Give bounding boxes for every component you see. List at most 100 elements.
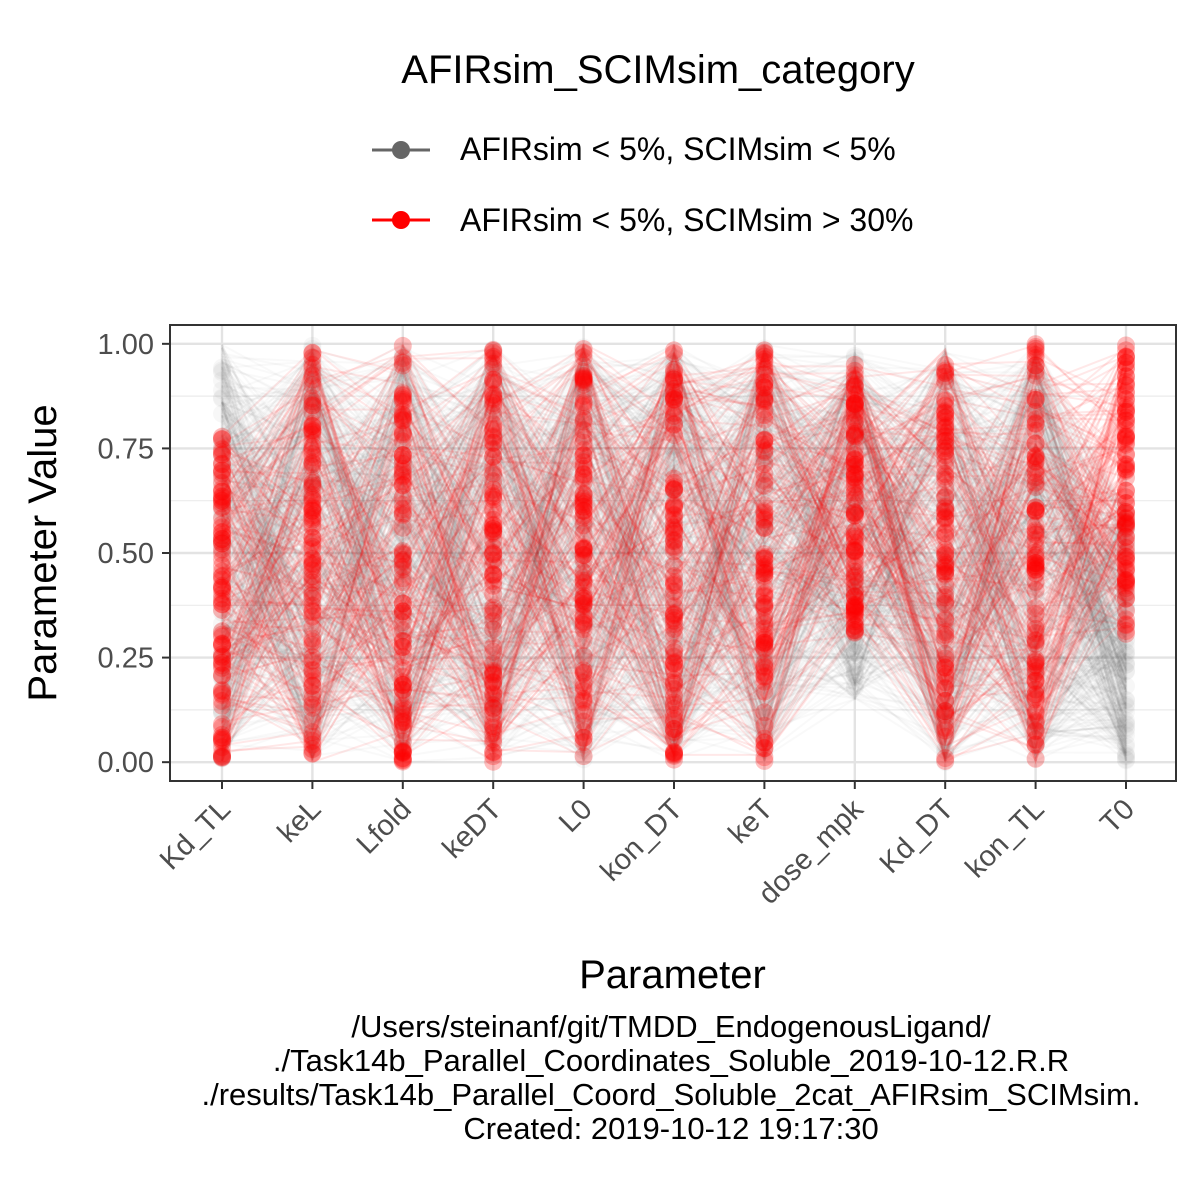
series-point [213,538,231,557]
series-point [1026,544,1045,563]
series-point [1026,644,1045,663]
series-point [303,586,322,605]
series-point [303,550,322,569]
series-point [665,406,683,425]
series-line [221,364,1127,764]
series-point [484,693,503,712]
series-point [213,645,231,664]
series-line [221,385,1127,733]
series-point [213,746,231,765]
series-point [303,629,322,648]
series-point [665,354,683,373]
series-point [845,597,864,616]
series-line [221,342,1127,733]
series-point [574,747,593,766]
series-point [845,596,864,615]
series-point [303,586,322,605]
series-point [845,582,864,601]
series-point [574,595,593,614]
series-line [221,346,1127,756]
series-line [221,360,1127,730]
series-line [221,375,1127,723]
series-point [393,705,412,724]
x-tick-label: Kd_TL [154,793,237,876]
series-line [221,349,1127,742]
series-point [484,429,503,448]
series-point [213,496,231,515]
series-point [303,575,322,594]
series-point [393,504,412,523]
series-point [393,750,412,769]
series-point [936,502,955,521]
series-point [665,589,683,608]
series-point [213,522,231,541]
series-point [303,393,322,412]
series-point [484,433,503,452]
series-point [665,721,683,740]
series-point [303,610,322,629]
series-point [393,681,412,700]
series-point [1026,339,1045,358]
series-point [303,413,322,432]
series-point [755,563,774,582]
series-point [936,408,955,427]
series-point [303,426,322,445]
series-point [1026,491,1045,510]
series-point [574,367,593,386]
series-point [393,732,412,751]
series-point [574,681,593,700]
y-tick-label: 0.50 [98,538,154,570]
series-point [393,548,412,567]
series-point [303,573,322,592]
series-point [213,452,231,471]
series-point [393,602,412,621]
series-point [393,488,412,507]
series-point [755,517,774,536]
series-point [393,621,412,640]
series-point [665,363,683,382]
series-line [221,343,1127,721]
series-point [845,465,864,484]
series-point [936,446,955,465]
series-point [1026,653,1045,672]
series-point [845,517,864,536]
series-point [393,420,412,439]
series-point [845,404,864,423]
series-point [755,375,774,394]
x-tick-label: keT [723,793,780,850]
series-point [303,454,322,473]
series-point [1117,718,1135,737]
series-point [393,496,412,515]
series-point [665,553,683,572]
series-point [1026,356,1045,375]
series-point [484,472,503,491]
series-point [936,395,955,414]
series-point [393,604,412,623]
series-point [213,491,231,510]
series-point [845,394,864,413]
series-point [484,695,503,714]
series-point [936,374,955,393]
series-point [484,488,503,507]
series-point [213,434,231,453]
series-point [574,562,593,581]
series-point [213,614,231,633]
series-point [665,556,683,575]
series-point [665,532,683,551]
series-point [936,554,955,573]
series-point [393,751,412,770]
series-line [221,342,1127,744]
series-point [845,623,864,642]
series-point [1117,734,1135,753]
series-point [755,352,774,371]
series-point [936,588,955,607]
series-point [303,589,322,608]
series-point [393,542,412,561]
series-point [303,596,322,615]
series-point [936,528,955,547]
series-point [845,424,864,443]
series-point [755,640,774,659]
series-point [393,638,412,657]
series-point [213,647,231,666]
series-point [845,679,864,698]
